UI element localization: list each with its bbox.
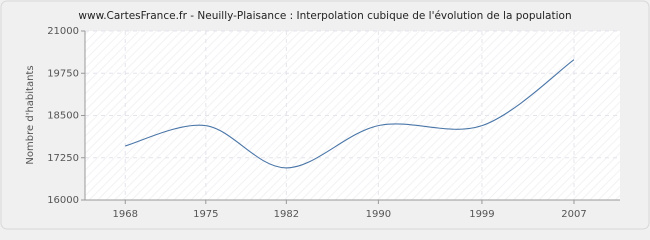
y-axis-label: Nombre d'habitants xyxy=(25,65,36,164)
y-tick-label: 16000 xyxy=(47,195,79,206)
x-tick-label: 1990 xyxy=(366,209,391,220)
x-tick-label: 2007 xyxy=(561,209,586,220)
chart: www.CartesFrance.fr - Neuilly-Plaisance … xyxy=(0,0,650,230)
x-tick-label: 1982 xyxy=(274,209,299,220)
x-tick-label: 1968 xyxy=(113,209,138,220)
x-tick-label: 1999 xyxy=(469,209,494,220)
x-tick-label: 1975 xyxy=(193,209,218,220)
y-tick-label: 21000 xyxy=(47,26,79,37)
series-line xyxy=(125,59,575,169)
y-tick-label: 19750 xyxy=(47,68,79,79)
y-tick-label: 18500 xyxy=(47,111,79,122)
chart-title: www.CartesFrance.fr - Neuilly-Plaisance … xyxy=(78,10,571,22)
y-tick-label: 17250 xyxy=(47,153,79,164)
